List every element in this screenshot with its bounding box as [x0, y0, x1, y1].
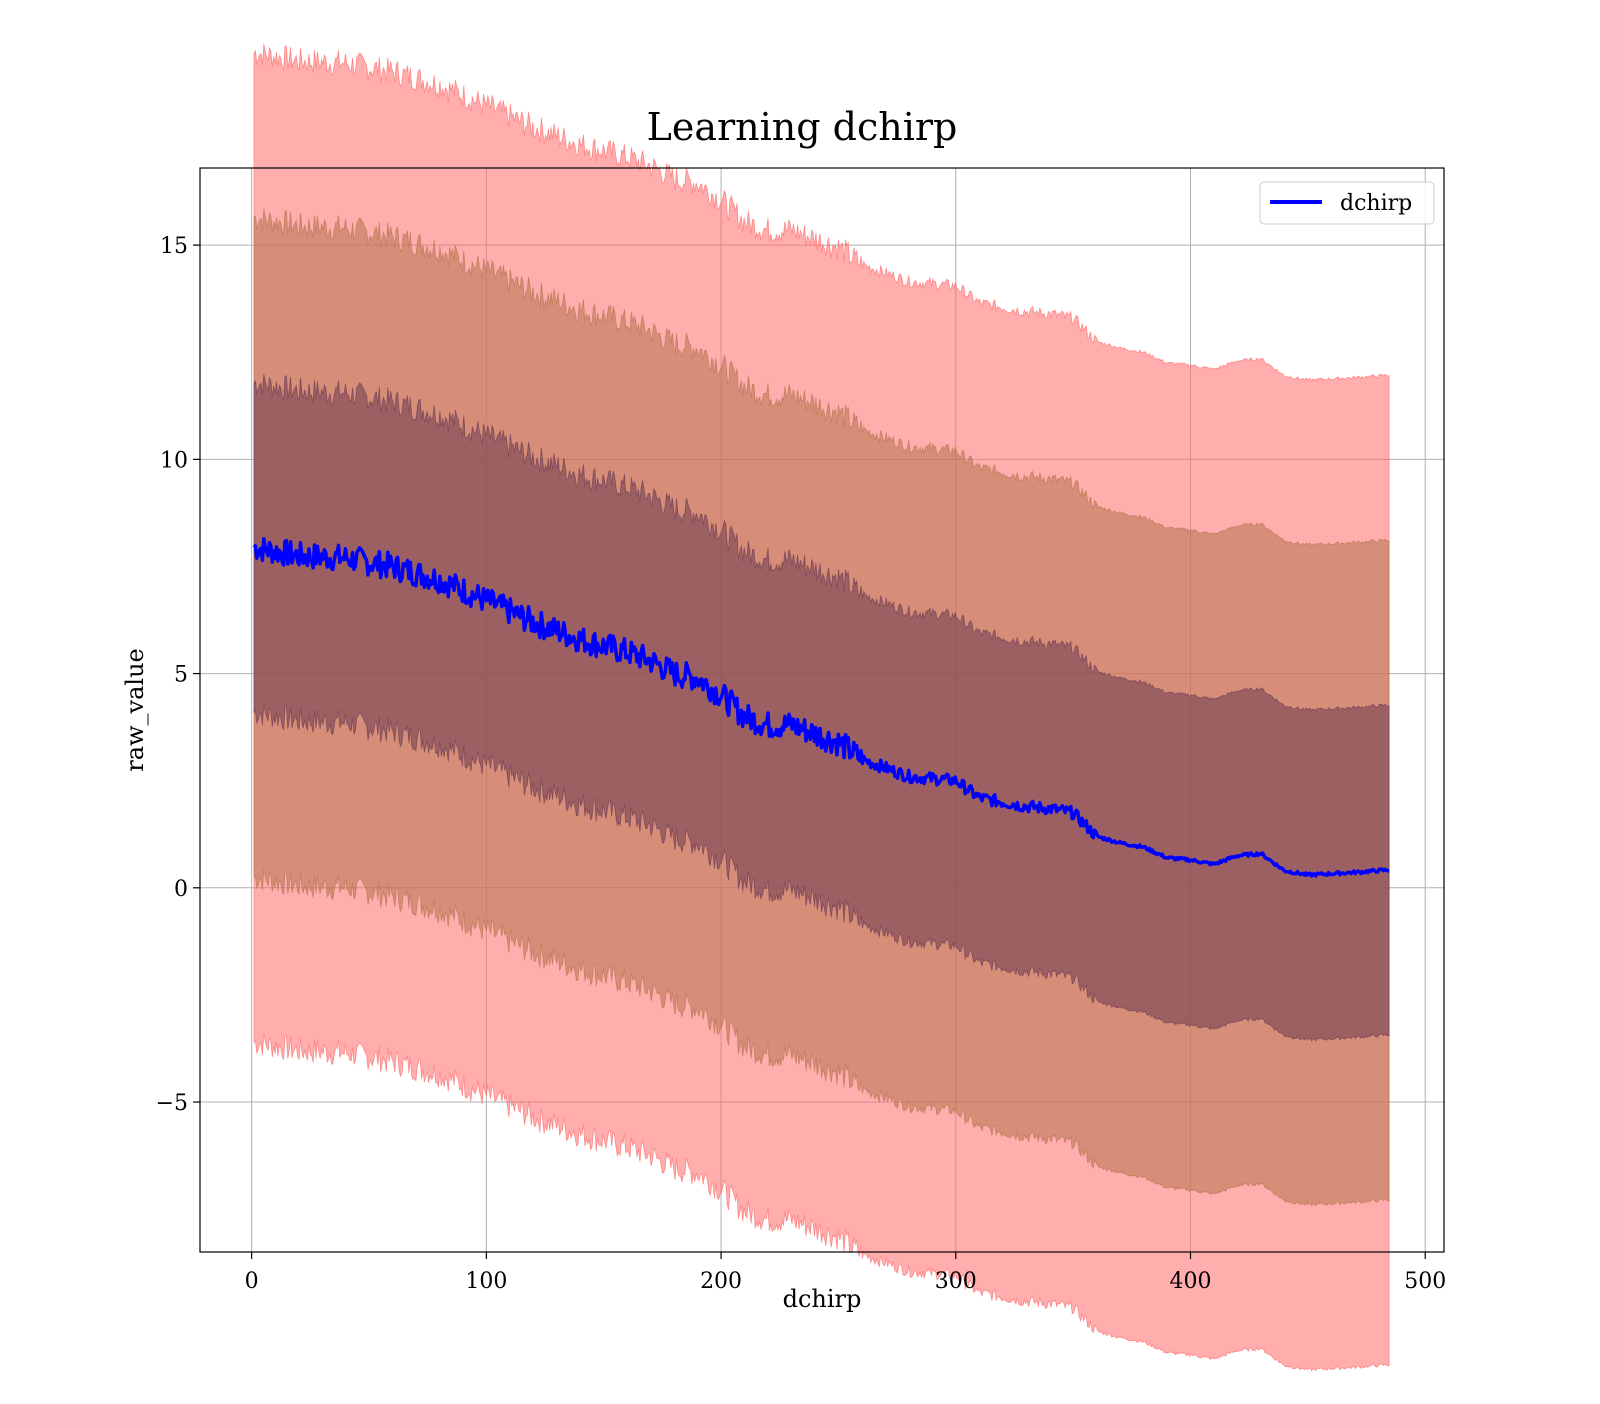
chart-title: Learning dchirp	[647, 105, 958, 149]
x-tick-label: 300	[935, 1269, 977, 1294]
y-tick-label: 10	[160, 448, 188, 473]
x-tick-label: 500	[1404, 1269, 1446, 1294]
legend: dchirp	[1259, 181, 1435, 225]
legend-box	[1259, 181, 1435, 225]
x-axis-label: dchirp	[783, 1285, 862, 1313]
plot-frame	[199, 167, 1445, 1253]
y-axis-label: raw_value	[121, 648, 149, 772]
y-tick-label: 15	[160, 234, 188, 259]
x-tick-label: 0	[245, 1269, 259, 1294]
axis-ticks: 0 100 200 300 400 500 −5 0 5 10 15	[156, 234, 1447, 1294]
series-lines	[252, 537, 1390, 878]
series-line-dchirp	[252, 537, 1390, 878]
x-tick-label: 100	[465, 1269, 507, 1294]
std-bands	[253, 43, 1390, 1372]
x-tick-label: 400	[1170, 1269, 1212, 1294]
std-band-1sigma	[253, 373, 1390, 1042]
x-tick-label: 200	[700, 1269, 742, 1294]
legend-label-dchirp: dchirp	[1340, 191, 1412, 216]
y-tick-label: −5	[156, 1091, 188, 1116]
y-tick-label: 5	[174, 663, 188, 688]
y-tick-label: 0	[174, 877, 188, 902]
